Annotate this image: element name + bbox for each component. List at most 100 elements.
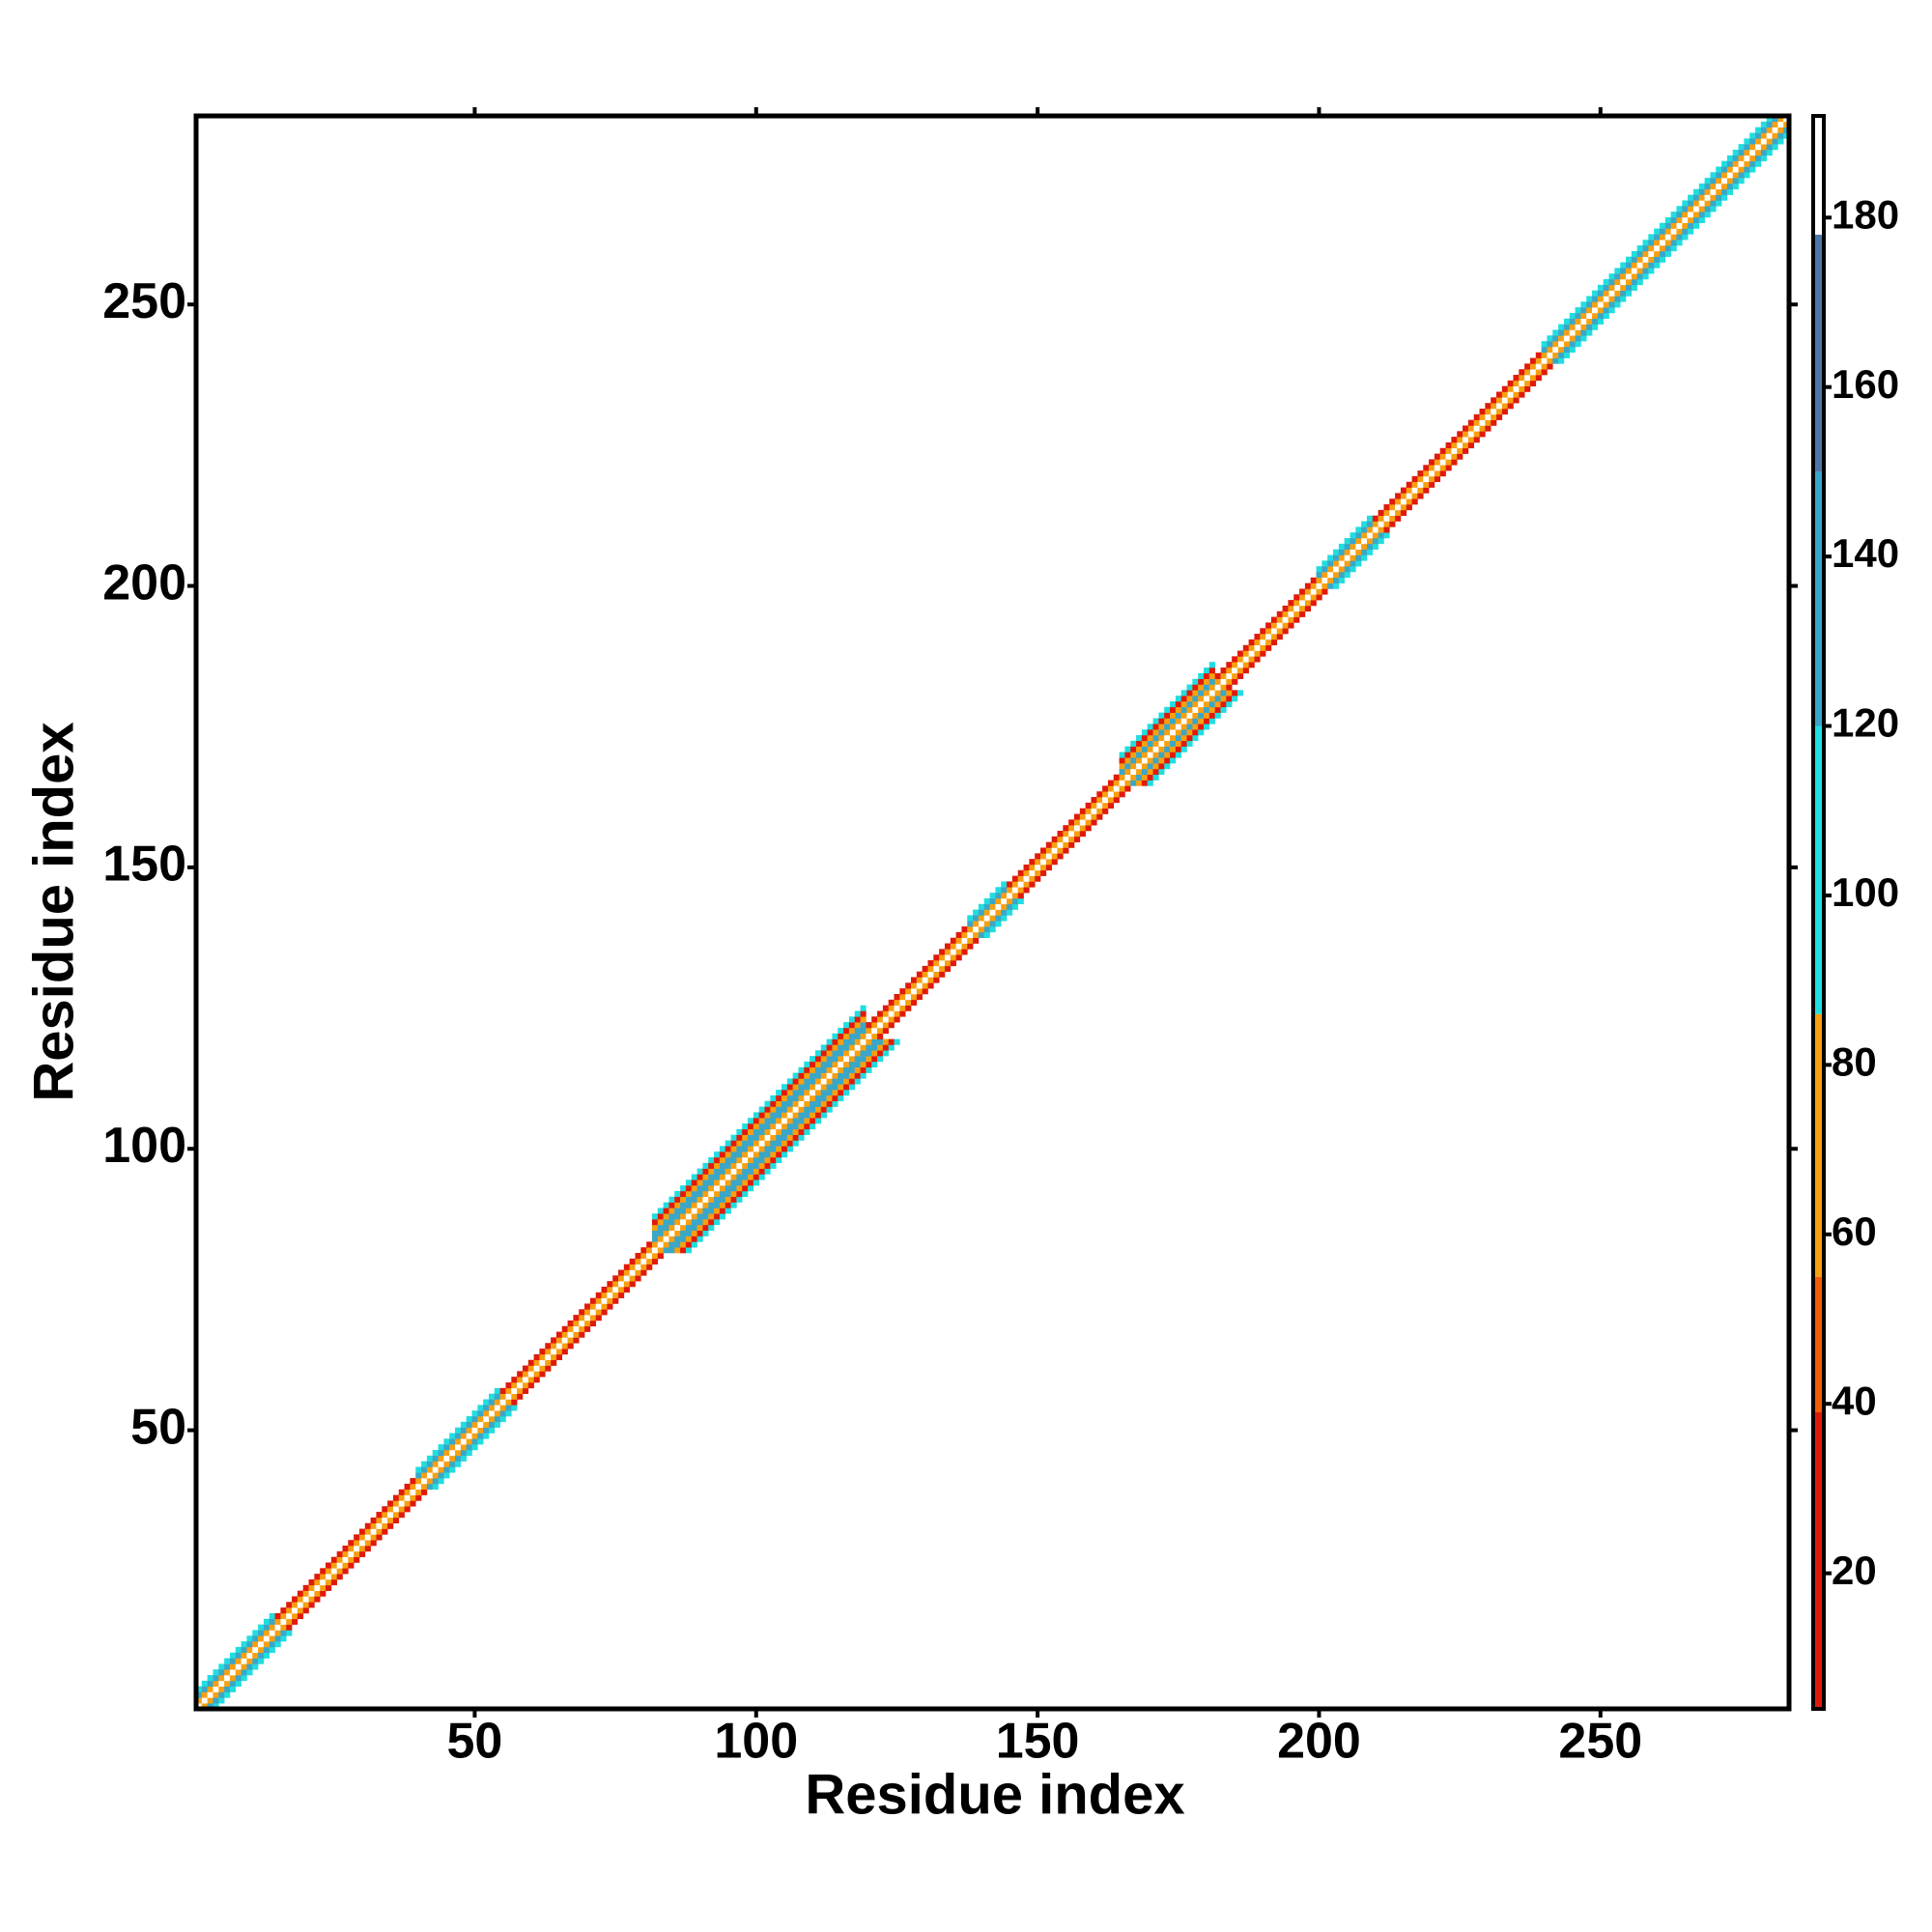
cell	[466, 1433, 472, 1439]
cell	[696, 1185, 703, 1192]
cell	[488, 1416, 496, 1423]
cell	[927, 965, 934, 972]
cell	[1333, 560, 1340, 567]
cell	[1119, 780, 1125, 786]
cell	[1063, 831, 1069, 838]
cell	[1344, 560, 1350, 567]
cell	[781, 1134, 788, 1141]
cell	[967, 921, 974, 927]
cell	[410, 1489, 416, 1495]
cell	[511, 1405, 518, 1411]
cell	[1232, 662, 1238, 668]
cell	[719, 1162, 726, 1169]
cell	[1293, 616, 1300, 623]
cell	[939, 960, 946, 967]
cell	[235, 1646, 242, 1654]
cell	[286, 1630, 293, 1636]
cell	[804, 1094, 810, 1101]
cell	[1485, 408, 1492, 415]
cell	[714, 1151, 721, 1158]
cell	[1558, 329, 1565, 336]
cell	[691, 1185, 697, 1192]
cell	[1270, 628, 1278, 635]
y-tick-label: 150	[102, 837, 186, 893]
cell	[1164, 718, 1171, 724]
cell	[499, 1399, 506, 1406]
cell	[1208, 712, 1215, 719]
cell	[382, 1528, 388, 1535]
cell	[241, 1675, 247, 1682]
cell	[814, 1094, 822, 1101]
cell	[871, 1061, 878, 1068]
cell	[804, 1090, 810, 1096]
cell	[730, 1174, 737, 1180]
cell	[1519, 375, 1525, 382]
cell	[1242, 644, 1249, 651]
cell	[1547, 346, 1553, 354]
cell	[792, 1106, 799, 1113]
cell	[224, 1686, 231, 1692]
cell	[218, 1663, 225, 1670]
cell	[1011, 881, 1019, 888]
cell	[748, 1179, 754, 1186]
cell	[888, 1038, 895, 1045]
cell	[527, 1371, 534, 1378]
cell	[466, 1421, 472, 1428]
cell	[1575, 324, 1581, 330]
cell	[764, 1156, 771, 1164]
cell	[758, 1123, 765, 1130]
cell	[466, 1449, 472, 1457]
cell	[1175, 740, 1181, 747]
colorbar-tick-label: 140	[1832, 530, 1899, 576]
cell	[1152, 729, 1159, 736]
cell	[1755, 127, 1762, 133]
cell	[1738, 149, 1745, 156]
cell	[708, 1196, 715, 1203]
cell	[1721, 183, 1728, 190]
cell	[1164, 746, 1171, 753]
cell	[274, 1635, 281, 1642]
cell	[1119, 763, 1125, 770]
cell	[1659, 222, 1666, 229]
cell	[1608, 273, 1615, 280]
cell	[1636, 262, 1643, 269]
cell	[1198, 724, 1205, 730]
cell	[1400, 504, 1407, 511]
cell	[685, 1185, 693, 1192]
cell	[1507, 403, 1514, 410]
cell	[680, 1247, 687, 1254]
cell	[1254, 644, 1261, 651]
cell	[1395, 515, 1402, 522]
cell	[753, 1179, 759, 1186]
cell	[376, 1534, 383, 1541]
cell	[415, 1483, 422, 1491]
cell	[724, 1146, 731, 1152]
cell	[1023, 864, 1030, 871]
cell	[1383, 532, 1390, 539]
cell	[758, 1168, 765, 1175]
cell	[786, 1146, 793, 1152]
cell	[702, 1196, 709, 1203]
cell	[685, 1179, 693, 1186]
cell	[483, 1416, 490, 1423]
cell	[477, 1405, 484, 1411]
cell	[1682, 234, 1689, 241]
cell	[1220, 678, 1227, 685]
cell	[978, 915, 985, 922]
cell	[1136, 780, 1143, 786]
cell	[826, 1078, 833, 1085]
cell	[1603, 284, 1609, 291]
cell	[973, 937, 980, 944]
cell	[1563, 346, 1571, 354]
cell	[882, 1016, 890, 1023]
cell	[1664, 234, 1671, 241]
cell	[1445, 453, 1452, 460]
cell	[770, 1151, 777, 1158]
cell	[1614, 296, 1621, 302]
cell	[1457, 441, 1463, 449]
cell	[1603, 312, 1609, 320]
cell	[1158, 768, 1165, 776]
cell	[235, 1680, 242, 1687]
cell	[1755, 149, 1762, 156]
cell	[748, 1134, 754, 1141]
